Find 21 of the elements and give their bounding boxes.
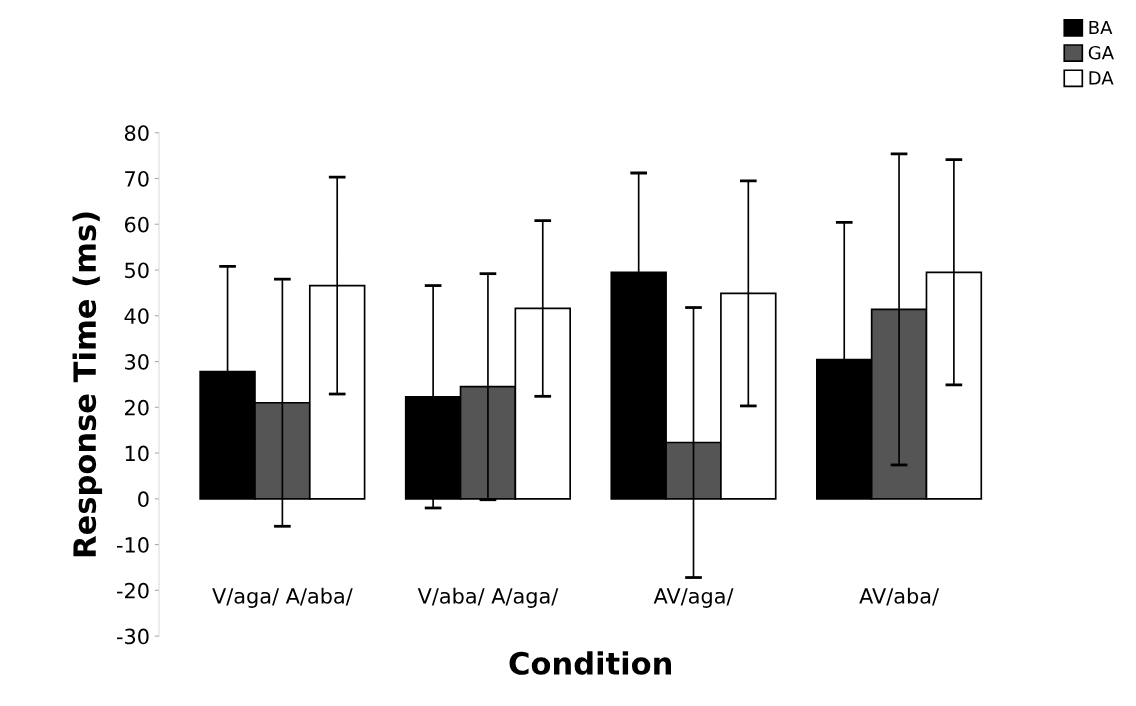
x-tick-label: AV/aba/ bbox=[859, 587, 940, 606]
x-tick-label: V/aba/ A/aga/ bbox=[417, 587, 559, 608]
y-tick-label: -20 bbox=[117, 582, 149, 599]
y-tick-label: 0 bbox=[138, 491, 149, 508]
y-tick-label: 10 bbox=[125, 445, 149, 462]
x-tick-label: V/aga/ A/aba/ bbox=[212, 587, 353, 608]
y-tick-label: 50 bbox=[125, 262, 149, 279]
legend-label: BA bbox=[1089, 20, 1113, 35]
y-tick-label: 80 bbox=[124, 125, 149, 141]
y-tick-label: -10 bbox=[117, 537, 149, 553]
legend-label: GA bbox=[1088, 45, 1114, 60]
x-axis-title: Condition bbox=[509, 651, 671, 675]
x-tick-label: AV/aga/ bbox=[653, 588, 734, 608]
y-tick-label: 30 bbox=[125, 353, 149, 370]
y-axis-title: Response Time (ms) bbox=[72, 212, 103, 557]
y-tick-label: 40 bbox=[124, 308, 149, 324]
y-tick-label: 70 bbox=[125, 170, 149, 187]
y-tick-label: 60 bbox=[124, 216, 149, 233]
y-tick-label: 20 bbox=[125, 399, 149, 416]
y-tick-label: -30 bbox=[117, 628, 149, 645]
legend-label: DA bbox=[1089, 71, 1114, 85]
